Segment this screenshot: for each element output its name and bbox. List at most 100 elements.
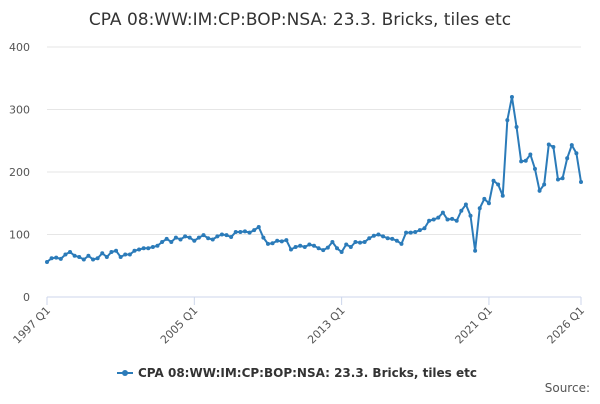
point: [91, 257, 96, 262]
point: [49, 256, 54, 261]
point: [468, 213, 473, 218]
point: [146, 246, 151, 251]
point: [307, 242, 312, 247]
point: [381, 234, 386, 239]
point: [436, 215, 441, 220]
point: [141, 246, 146, 251]
point: [546, 142, 551, 147]
point: [183, 234, 188, 239]
y-tick-label: 100: [9, 229, 30, 242]
point: [137, 247, 142, 252]
point: [477, 206, 482, 211]
y-tick-label: 300: [9, 104, 30, 117]
point: [427, 218, 432, 223]
point: [321, 248, 326, 253]
point: [509, 95, 514, 99]
point: [298, 243, 303, 248]
source: Source:: [545, 381, 590, 395]
x-tick-label: 2026 Q1: [545, 304, 588, 347]
point: [238, 230, 243, 234]
point: [210, 237, 215, 242]
point: [431, 217, 436, 222]
point: [100, 251, 105, 256]
point: [173, 235, 178, 240]
point: [358, 240, 363, 245]
point: [422, 226, 427, 231]
point: [404, 230, 409, 235]
point: [399, 241, 404, 246]
point: [81, 257, 86, 262]
point: [390, 236, 395, 241]
point: [95, 256, 100, 261]
point: [348, 245, 353, 249]
point: [206, 236, 211, 241]
point: [247, 230, 252, 235]
point: [275, 238, 280, 243]
point: [169, 240, 174, 244]
point: [565, 156, 570, 161]
point: [196, 235, 201, 240]
point: [316, 246, 321, 251]
point: [450, 216, 455, 221]
point: [413, 230, 418, 234]
point: [118, 255, 123, 259]
point: [371, 233, 376, 238]
point: [284, 238, 289, 243]
point: [440, 210, 445, 215]
point: [261, 235, 266, 240]
point: [353, 240, 358, 244]
point: [579, 180, 583, 184]
point: [252, 228, 257, 233]
point: [109, 250, 114, 254]
point: [325, 245, 330, 250]
point: [486, 201, 491, 206]
x-tick-label: 2005 Q1: [158, 304, 201, 347]
x-tick-label: 2021 Q1: [453, 304, 496, 347]
point: [335, 246, 340, 251]
x-tick-label: 2013 Q1: [305, 304, 348, 347]
point: [560, 176, 565, 181]
point: [574, 151, 579, 156]
point: [473, 248, 478, 253]
point: [330, 240, 335, 244]
point: [569, 143, 574, 148]
point: [233, 230, 238, 234]
point: [491, 178, 496, 183]
point: [376, 232, 381, 237]
point: [127, 252, 132, 257]
chart-title: CPA 08:WW:IM:CP:BOP:NSA: 23.3. Bricks, t…: [89, 10, 511, 30]
point: [519, 159, 524, 164]
point: [408, 230, 413, 235]
y-tick-label: 0: [23, 291, 30, 304]
point: [302, 245, 307, 249]
point: [454, 218, 459, 223]
point: [528, 152, 533, 157]
point: [132, 248, 137, 253]
point: [229, 235, 234, 239]
point: [496, 182, 501, 187]
x-tick-label: 1997 Q1: [11, 304, 54, 347]
point: [150, 245, 155, 249]
point: [114, 248, 119, 253]
point: [68, 250, 73, 254]
point: [123, 252, 128, 257]
point: [192, 238, 197, 243]
point: [215, 234, 220, 239]
point: [532, 166, 537, 171]
legend-label: CPA 08:WW:IM:CP:BOP:NSA: 23.3. Bricks, t…: [138, 366, 477, 380]
point: [72, 253, 77, 258]
point: [160, 240, 165, 244]
series-line: [46, 96, 582, 263]
point: [394, 238, 399, 243]
point: [463, 202, 468, 207]
point: [514, 125, 519, 129]
point: [339, 250, 344, 254]
point: [417, 228, 422, 233]
point: [555, 177, 560, 182]
point: [86, 253, 91, 258]
point: [385, 236, 390, 241]
point: [500, 193, 505, 198]
y-tick-label: 200: [9, 166, 30, 179]
point: [178, 237, 183, 242]
